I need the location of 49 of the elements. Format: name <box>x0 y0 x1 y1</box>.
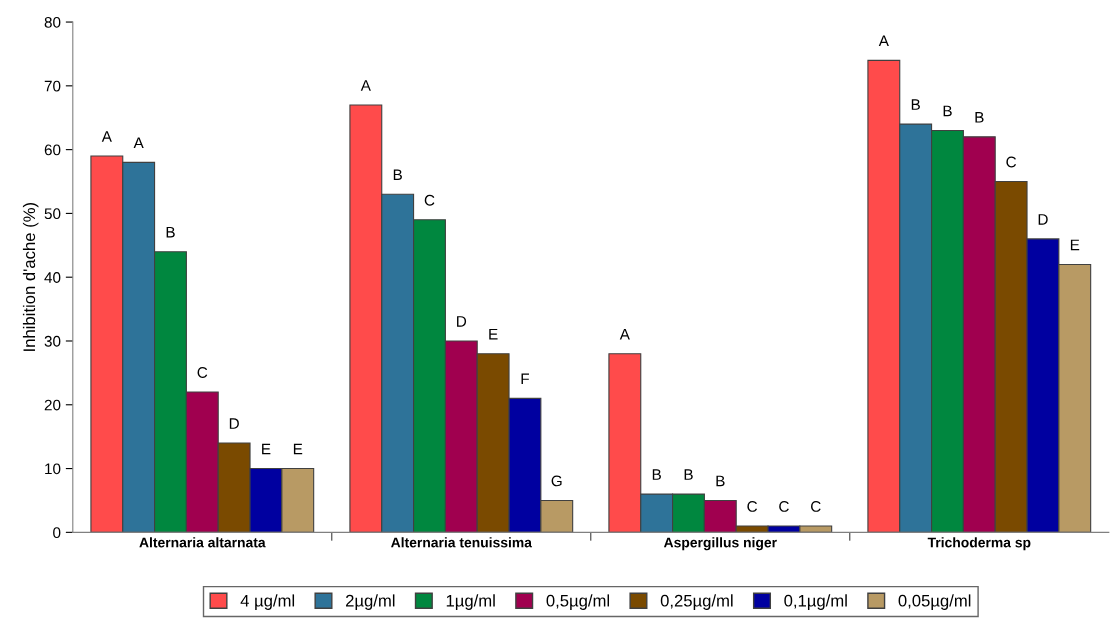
legend-label: 2µg/ml <box>346 594 395 610</box>
data-label: B <box>716 475 725 487</box>
data-label: A <box>619 328 630 340</box>
y-axis-title: Inhibition d'ache (%) <box>22 202 39 351</box>
data-label: A <box>878 35 889 47</box>
data-label: A <box>360 80 371 91</box>
y-tick-label: 70 <box>44 80 61 92</box>
legend-label: 1µg/ml <box>446 594 495 610</box>
data-label: B <box>652 469 661 480</box>
data-label: C <box>1006 156 1017 168</box>
data-label: C <box>197 367 208 378</box>
data-label: F <box>521 373 529 385</box>
y-tick-label: 60 <box>44 144 61 156</box>
data-label: C <box>747 501 758 512</box>
legend-label: 0,5µg/ml <box>546 594 610 610</box>
x-tick-label: Alternaria altarnata <box>139 537 266 548</box>
y-tick-label: 80 <box>44 16 61 28</box>
y-tick-label: 30 <box>44 335 61 347</box>
data-label: B <box>975 112 984 123</box>
y-tick-label: 20 <box>44 399 61 411</box>
y-tick-label: 50 <box>44 208 61 220</box>
data-label: B <box>166 226 175 238</box>
data-label: C <box>424 194 435 206</box>
legend-label: 0,25µg/ml <box>660 594 733 610</box>
data-label: D <box>229 418 239 429</box>
data-label: D <box>1038 214 1048 225</box>
y-tick-label: 40 <box>44 272 61 283</box>
legend-label: 4 µg/ml <box>240 594 295 610</box>
data-label: G <box>551 475 562 487</box>
data-label: A <box>101 131 112 142</box>
data-label: A <box>133 137 144 149</box>
data-label: E <box>489 328 498 340</box>
data-label: C <box>811 501 821 512</box>
data-label: E <box>1070 239 1080 251</box>
data-label: D <box>457 316 467 327</box>
legend-label: 0,05µg/ml <box>898 594 971 610</box>
data-label: C <box>779 501 789 512</box>
data-label: E <box>293 443 303 455</box>
legend-label: 0,1µg/ml <box>784 594 847 610</box>
data-label: B <box>684 469 693 480</box>
x-tick-label: Aspergillus niger <box>663 537 777 551</box>
data-label: B <box>943 105 952 117</box>
data-label: E <box>262 443 271 455</box>
y-tick-label: 10 <box>45 463 61 475</box>
x-tick-label: Alternaria tenuissima <box>391 537 533 548</box>
y-tick-label: 0 <box>53 527 61 539</box>
data-label: B <box>911 99 920 110</box>
data-label: B <box>393 169 402 180</box>
x-tick-label: Trichoderma sp <box>927 537 1031 551</box>
